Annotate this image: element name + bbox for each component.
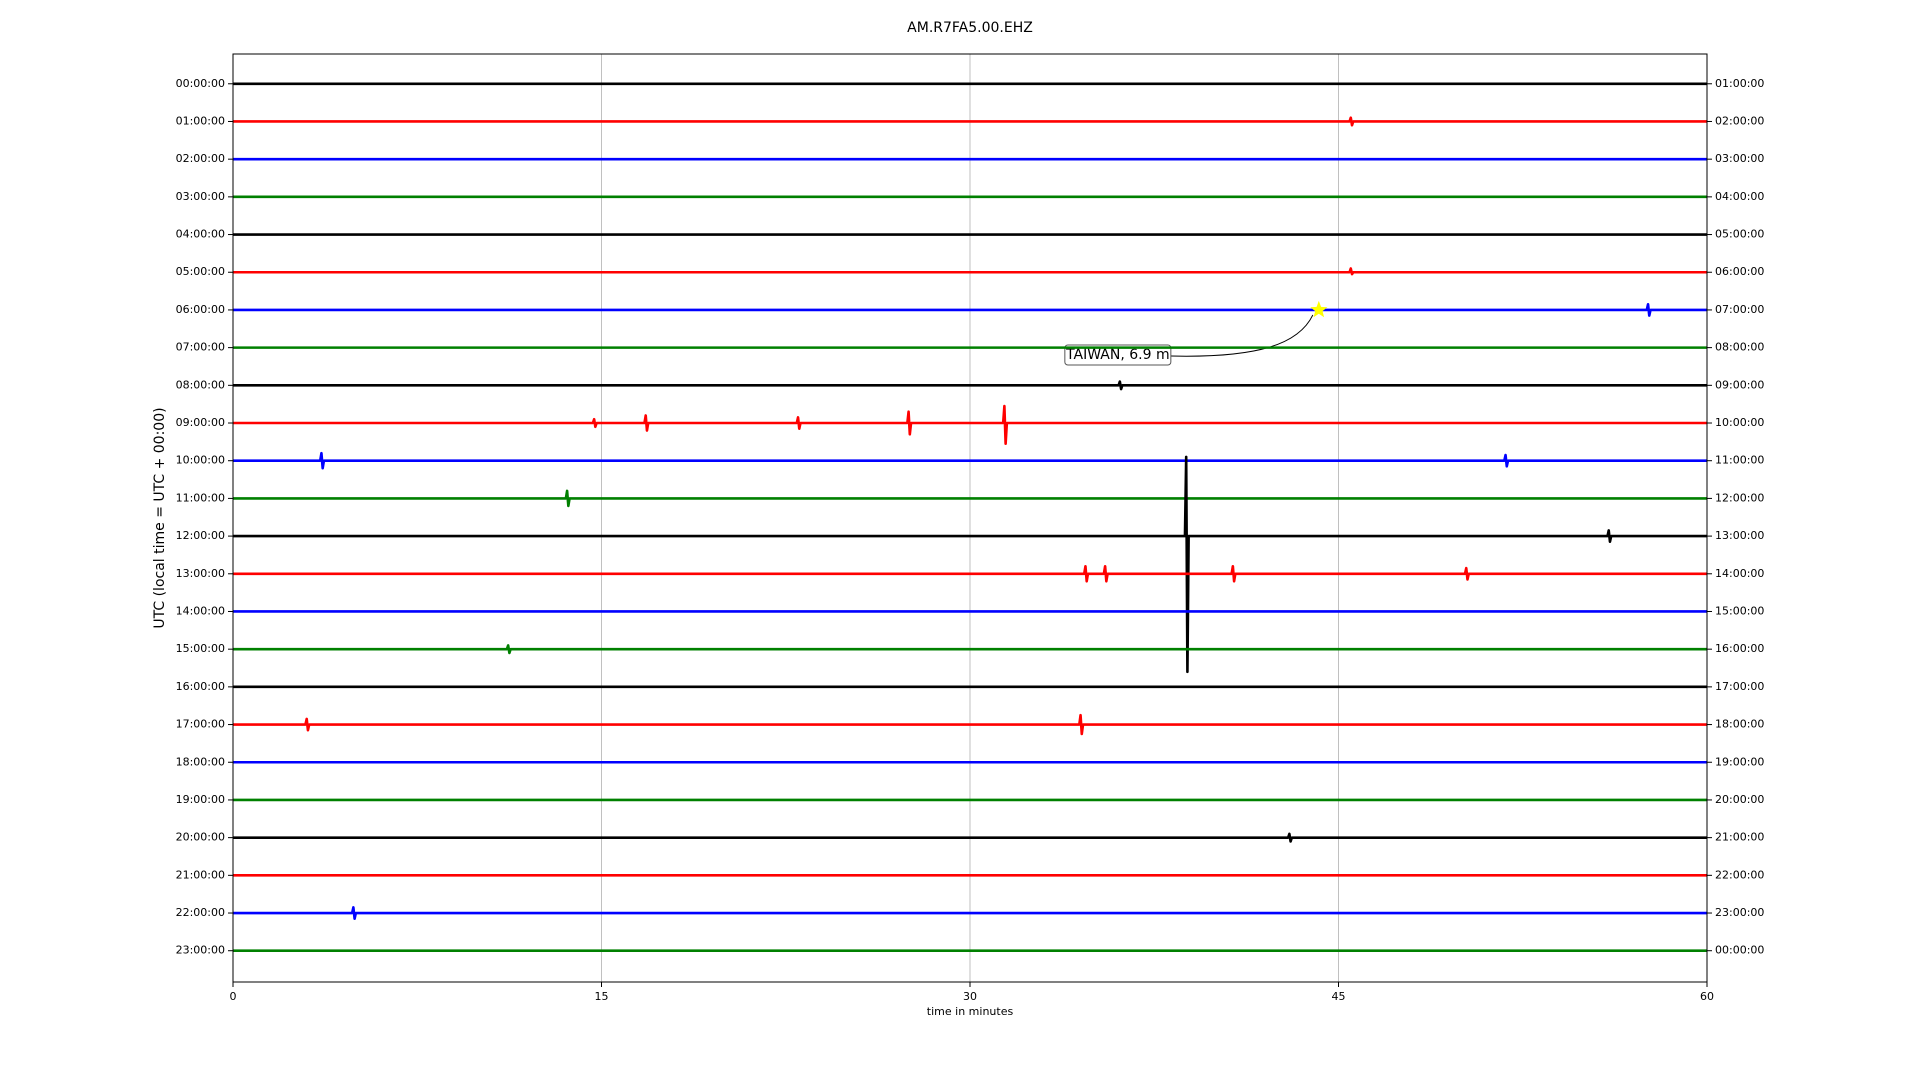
trace (233, 564, 1707, 583)
y-tick-label: 08:00:00 (176, 378, 225, 391)
trace (233, 451, 1707, 470)
y-tick-label: 17:00:00 (176, 718, 225, 731)
y2-tick-label: 05:00:00 (1715, 228, 1764, 241)
y-tick-label: 12:00:00 (176, 529, 225, 542)
y2-tick-label: 11:00:00 (1715, 454, 1764, 467)
y-tick-label: 07:00:00 (176, 341, 225, 354)
trace (233, 380, 1707, 391)
x-tick-label: 30 (963, 990, 977, 1003)
y-tick-label: 04:00:00 (176, 228, 225, 241)
chart-title: AM.R7FA5.00.EHZ (907, 20, 1033, 36)
y2-tick-label: 19:00:00 (1715, 755, 1764, 768)
trace (233, 116, 1707, 127)
trace (233, 489, 1707, 508)
y2-tick-label: 09:00:00 (1715, 378, 1764, 391)
y2-tick-label: 04:00:00 (1715, 190, 1764, 203)
y2-tick-label: 17:00:00 (1715, 680, 1764, 693)
y2-tick-label: 06:00:00 (1715, 265, 1764, 278)
y-tick-label: 06:00:00 (176, 303, 225, 316)
y-axis-label: UTC (local time = UTC + 00:00) (152, 407, 168, 628)
y2-tick-label: 18:00:00 (1715, 718, 1764, 731)
plot-frame (232, 53, 1708, 983)
y2-tick-label: 10:00:00 (1715, 416, 1764, 429)
trace (233, 832, 1707, 843)
y2-tick-label: 16:00:00 (1715, 642, 1764, 655)
event-marker (1310, 300, 1328, 318)
y2-tick-label: 07:00:00 (1715, 303, 1764, 316)
trace (233, 906, 1707, 920)
annotation-arrow (1170, 314, 1314, 357)
y-tick-label: 21:00:00 (176, 868, 225, 881)
y-tick-label: 15:00:00 (176, 642, 225, 655)
trace (233, 455, 1707, 674)
y-tick-label: 02:00:00 (176, 152, 225, 165)
annotation-box (1064, 344, 1172, 366)
y-tick-label: 09:00:00 (176, 416, 225, 429)
x-axis-label: time in minutes (927, 1005, 1014, 1018)
y2-tick-label: 20:00:00 (1715, 793, 1764, 806)
trace (233, 644, 1707, 655)
y-tick-label: 01:00:00 (176, 114, 225, 127)
y-tick-label: 10:00:00 (176, 454, 225, 467)
y-tick-label: 22:00:00 (176, 906, 225, 919)
y2-tick-label: 12:00:00 (1715, 491, 1764, 504)
x-tick-label: 45 (1332, 990, 1346, 1003)
y2-tick-label: 22:00:00 (1715, 868, 1764, 881)
trace (233, 267, 1707, 276)
x-tick-label: 0 (230, 990, 237, 1003)
y2-tick-label: 02:00:00 (1715, 114, 1764, 127)
annotation-label: TAIWAN, 6.9 m (1065, 347, 1170, 363)
y2-tick-label: 08:00:00 (1715, 341, 1764, 354)
y-tick-label: 16:00:00 (176, 680, 225, 693)
y-tick-label: 19:00:00 (176, 793, 225, 806)
y2-tick-label: 21:00:00 (1715, 831, 1764, 844)
y2-tick-label: 00:00:00 (1715, 944, 1764, 957)
y-tick-label: 05:00:00 (176, 265, 225, 278)
y2-tick-label: 13:00:00 (1715, 529, 1764, 542)
trace (233, 713, 1707, 736)
x-tick-label: 60 (1700, 990, 1714, 1003)
y-tick-label: 18:00:00 (176, 755, 225, 768)
y-tick-label: 14:00:00 (176, 604, 225, 617)
y-tick-label: 23:00:00 (176, 944, 225, 957)
y2-tick-label: 03:00:00 (1715, 152, 1764, 165)
trace (233, 302, 1707, 317)
y-tick-label: 03:00:00 (176, 190, 225, 203)
y-tick-label: 13:00:00 (176, 567, 225, 580)
y2-tick-label: 15:00:00 (1715, 604, 1764, 617)
y-tick-label: 00:00:00 (176, 77, 225, 90)
x-tick-label: 15 (595, 990, 609, 1003)
y2-tick-label: 23:00:00 (1715, 906, 1764, 919)
y2-tick-label: 14:00:00 (1715, 567, 1764, 580)
trace (233, 404, 1707, 446)
y-tick-label: 11:00:00 (176, 491, 225, 504)
y-tick-label: 20:00:00 (176, 831, 225, 844)
y2-tick-label: 01:00:00 (1715, 77, 1764, 90)
